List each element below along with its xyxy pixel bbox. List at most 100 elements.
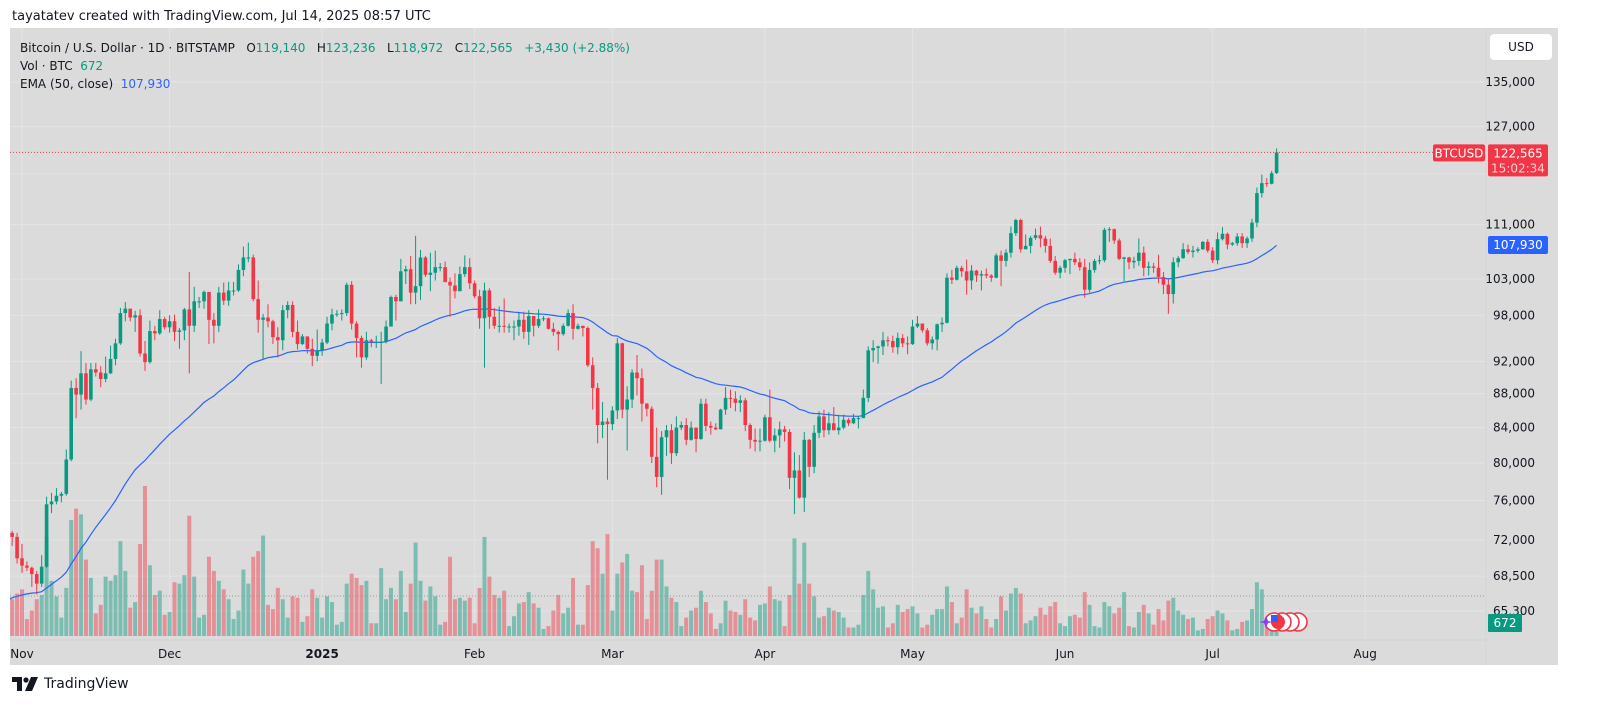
candle-body[interactable] <box>984 274 989 276</box>
candle-body[interactable] <box>861 397 866 419</box>
candle-body[interactable] <box>340 313 344 315</box>
candle-body[interactable] <box>482 290 487 319</box>
candle-body[interactable] <box>325 323 329 343</box>
candle-body[interactable] <box>772 435 777 441</box>
candle-body[interactable] <box>718 409 723 430</box>
candle-body[interactable] <box>497 325 502 327</box>
candle-body[interactable] <box>576 325 580 329</box>
candle-body[interactable] <box>768 417 772 441</box>
candle-body[interactable] <box>25 565 29 568</box>
candle-body[interactable] <box>1058 267 1062 273</box>
candle-body[interactable] <box>1073 258 1077 263</box>
candle-body[interactable] <box>1014 220 1018 234</box>
candle-body[interactable] <box>925 330 930 344</box>
candle-body[interactable] <box>59 493 64 496</box>
candle-body[interactable] <box>344 284 349 314</box>
candle-body[interactable] <box>428 272 433 275</box>
candle-body[interactable] <box>413 286 418 293</box>
candle-body[interactable] <box>394 296 398 302</box>
candle-body[interactable] <box>891 341 895 348</box>
candle-body[interactable] <box>364 340 369 358</box>
candle-body[interactable] <box>1191 250 1195 252</box>
candle-body[interactable] <box>1141 252 1146 268</box>
legend-volume-label[interactable]: Vol · BTC <box>20 59 73 73</box>
candle-body[interactable] <box>1132 260 1136 263</box>
candle-body[interactable] <box>221 292 226 301</box>
candle-body[interactable] <box>276 337 280 341</box>
candle-body[interactable] <box>261 317 265 320</box>
candle-body[interactable] <box>1230 243 1235 245</box>
candle-body[interactable] <box>241 257 246 270</box>
candle-body[interactable] <box>836 427 841 431</box>
candle-body[interactable] <box>581 325 585 329</box>
candle-body[interactable] <box>600 421 605 425</box>
candle-body[interactable] <box>69 387 73 460</box>
candle-body[interactable] <box>546 318 551 329</box>
candle-body[interactable] <box>30 567 34 575</box>
candle-body[interactable] <box>566 313 570 326</box>
candle-body[interactable] <box>369 340 374 342</box>
candle-body[interactable] <box>1038 235 1043 239</box>
candle-body[interactable] <box>467 267 472 284</box>
candle-body[interactable] <box>1092 260 1097 270</box>
candle-body[interactable] <box>487 290 492 317</box>
candle-body[interactable] <box>477 296 482 319</box>
candle-body[interactable] <box>1156 267 1161 277</box>
candle-body[interactable] <box>128 308 133 318</box>
candle-body[interactable] <box>251 257 256 300</box>
candle-body[interactable] <box>1161 276 1166 285</box>
candle-body[interactable] <box>536 319 541 326</box>
price-chart[interactable]: 135,000 127,000 111,000 103,000 98,000 92,000… <box>10 28 1558 665</box>
candle-body[interactable] <box>1078 262 1082 268</box>
candle-body[interactable] <box>763 417 767 441</box>
candle-body[interactable] <box>659 437 664 477</box>
candle-body[interactable] <box>118 313 123 344</box>
candle-body[interactable] <box>674 427 679 454</box>
candle-body[interactable] <box>728 397 733 399</box>
candle-body[interactable] <box>162 319 167 328</box>
candle-body[interactable] <box>1269 173 1274 184</box>
candle-body[interactable] <box>1151 266 1156 268</box>
candle-body[interactable] <box>443 267 447 282</box>
candle-body[interactable] <box>246 257 251 259</box>
candle-body[interactable] <box>748 424 752 440</box>
candle-body[interactable] <box>1215 239 1220 261</box>
candle-body[interactable] <box>1220 233 1225 240</box>
candle-body[interactable] <box>699 403 703 439</box>
candle-body[interactable] <box>1122 257 1126 259</box>
candle-body[interactable] <box>1176 258 1180 263</box>
candle-body[interactable] <box>15 536 19 559</box>
candle-body[interactable] <box>930 339 934 344</box>
candle-body[interactable] <box>1181 249 1185 259</box>
footer-logo[interactable]: TradingView <box>12 676 129 692</box>
candle-body[interactable] <box>753 439 757 442</box>
candle-body[interactable] <box>1166 284 1171 295</box>
candle-body[interactable] <box>517 319 521 327</box>
candle-body[interactable] <box>605 421 610 425</box>
candle-body[interactable] <box>777 429 782 436</box>
candle-body[interactable] <box>910 326 915 345</box>
candle-body[interactable] <box>649 408 654 457</box>
candle-body[interactable] <box>54 495 59 502</box>
candle-body[interactable] <box>349 284 354 324</box>
candle-body[interactable] <box>1117 240 1121 259</box>
candle-body[interactable] <box>787 431 792 478</box>
candle-body[interactable] <box>1196 249 1200 251</box>
candle-body[interactable] <box>610 410 615 425</box>
candle-body[interactable] <box>403 269 408 272</box>
candle-body[interactable] <box>389 296 393 327</box>
candle-body[interactable] <box>827 423 831 431</box>
candle-body[interactable] <box>886 340 890 342</box>
candle-body[interactable] <box>940 322 944 325</box>
currency-button[interactable]: USD <box>1490 34 1552 60</box>
candle-body[interactable] <box>226 290 231 301</box>
candle-body[interactable] <box>20 558 24 566</box>
candle-body[interactable] <box>177 330 182 332</box>
candle-body[interactable] <box>723 397 728 410</box>
candle-body[interactable] <box>1043 238 1048 246</box>
candle-body[interactable] <box>950 277 954 280</box>
candle-body[interactable] <box>384 326 388 342</box>
candle-body[interactable] <box>1171 262 1176 295</box>
candle-body[interactable] <box>964 271 969 281</box>
candle-body[interactable] <box>792 470 797 478</box>
